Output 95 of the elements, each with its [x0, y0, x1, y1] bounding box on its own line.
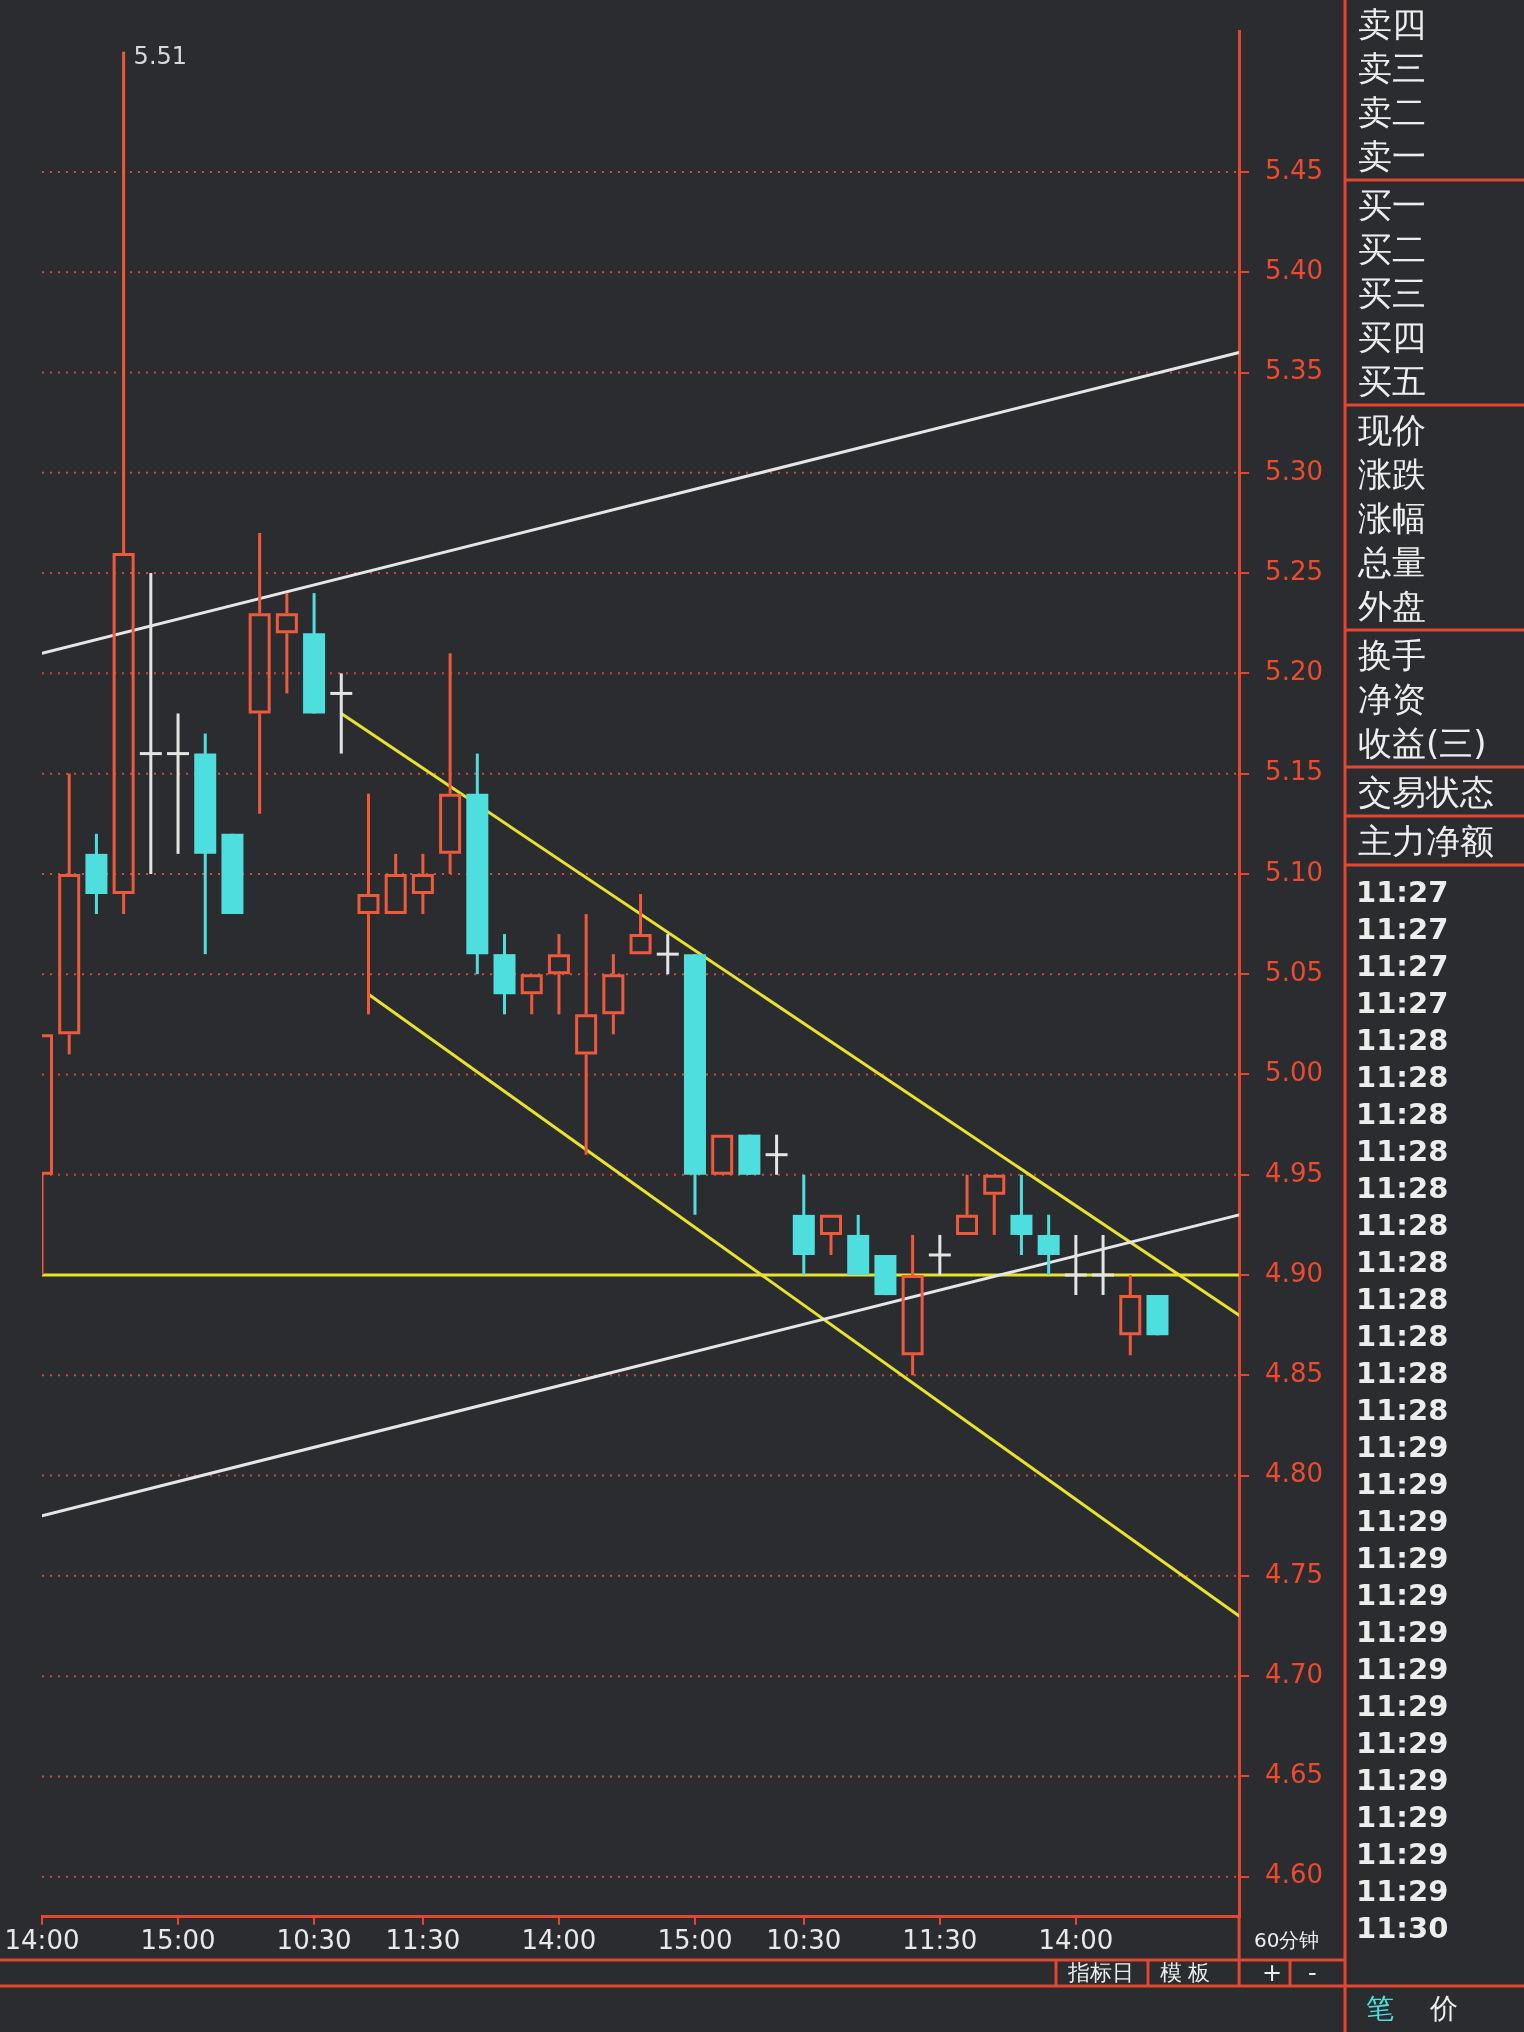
x-tick-label: 15:00: [140, 1925, 216, 1956]
text: 11:29: [1356, 1836, 1449, 1871]
text: 11:28: [1356, 1022, 1449, 1057]
text: 11:27: [1356, 948, 1449, 983]
text: 11:29: [1356, 1688, 1449, 1723]
text: 交易状态: [1358, 772, 1494, 812]
y-tick-label: 4.75: [1265, 1558, 1323, 1589]
text: 涨幅: [1358, 498, 1426, 538]
candlestick: [1010, 1174, 1033, 1255]
text: 11:28: [1356, 1096, 1449, 1131]
text: 换手: [1358, 635, 1426, 675]
y-tick-label: 5.45: [1265, 154, 1323, 185]
y-tick-label: 5.05: [1265, 956, 1323, 987]
text: 买一: [1358, 185, 1426, 225]
x-tick-label: 11:30: [902, 1925, 978, 1956]
text: 11:29: [1356, 1466, 1449, 1501]
text: 总量: [1358, 542, 1426, 582]
text: 11:29: [1356, 1651, 1449, 1686]
text: 11:28: [1356, 1355, 1449, 1390]
text: 净资: [1358, 679, 1426, 719]
text: 指标日: [1068, 1960, 1134, 1985]
text: 笔: [1366, 1992, 1394, 2025]
text: 外盘: [1358, 586, 1426, 626]
text: 11:28: [1356, 1133, 1449, 1168]
text: 11:29: [1356, 1577, 1449, 1612]
candlestick: [820, 1214, 842, 1255]
candlestick: [765, 1134, 788, 1175]
candlestick: [1063, 1234, 1087, 1296]
text: 卖二: [1358, 92, 1426, 132]
x-tick-label: 11:30: [385, 1925, 461, 1956]
y-tick-label: 4.80: [1265, 1458, 1323, 1489]
y-tick-label: 4.85: [1265, 1358, 1323, 1389]
x-tick-label: 14:00: [1038, 1925, 1114, 1956]
text: 11:28: [1356, 1318, 1449, 1353]
candlestick: [927, 1233, 951, 1276]
candlestick: [167, 713, 191, 854]
candlestick: [1119, 1275, 1142, 1356]
text: 11:27: [1356, 911, 1449, 946]
text: 卖三: [1358, 48, 1426, 88]
text: 11:29: [1356, 1540, 1449, 1575]
candlestick: [575, 914, 598, 1155]
y-tick-label: 5.40: [1265, 255, 1323, 286]
text: 11:29: [1356, 1799, 1449, 1834]
text: 11:28: [1356, 1059, 1449, 1094]
text: 11:28: [1356, 1392, 1449, 1427]
candlestick: [655, 934, 679, 976]
text: 11:29: [1356, 1614, 1449, 1649]
text: 现价: [1358, 410, 1426, 450]
text: 11:27: [1356, 874, 1449, 909]
text: -: [1308, 1959, 1317, 1987]
candlestick: [1037, 1213, 1060, 1276]
candlestick: [629, 893, 652, 955]
text: 买二: [1358, 229, 1426, 269]
y-tick-label: 5.35: [1265, 355, 1323, 386]
candlestick: [330, 673, 353, 754]
text: 11:28: [1356, 1244, 1449, 1279]
y-tick-label: 4.60: [1265, 1859, 1323, 1890]
x-tick-label: 15:00: [657, 1925, 733, 1956]
text: 11:29: [1356, 1762, 1449, 1797]
text: 11:29: [1356, 1503, 1449, 1538]
text: 价: [1430, 1992, 1458, 2025]
text: +: [1262, 1959, 1283, 1987]
text: 11:28: [1356, 1207, 1449, 1242]
text: 11:29: [1356, 1873, 1449, 1908]
text: 卖四: [1358, 4, 1426, 44]
text: 买五: [1358, 361, 1426, 401]
text: 11:29: [1356, 1429, 1449, 1464]
y-tick-label: 4.65: [1265, 1759, 1323, 1790]
text: 主力净额: [1358, 821, 1494, 861]
y-tick-label: 4.90: [1265, 1257, 1323, 1288]
text: 11:28: [1356, 1281, 1449, 1316]
y-tick-label: 5.00: [1265, 1057, 1323, 1088]
y-tick-label: 5.15: [1265, 756, 1323, 787]
y-tick-label: 4.95: [1265, 1157, 1323, 1188]
text: 买四: [1358, 317, 1426, 357]
text: 11:27: [1356, 985, 1449, 1020]
y-tick-label: 4.70: [1265, 1658, 1323, 1689]
y-tick-label: 5.20: [1265, 656, 1323, 687]
x-tick-label: 14:00: [521, 1925, 597, 1956]
text: 11:29: [1356, 1725, 1449, 1760]
text: 模板: [1160, 1960, 1216, 1985]
x-tick-label: 10:30: [766, 1925, 842, 1956]
annotation: 5.51: [133, 41, 188, 70]
candlestick: [1092, 1234, 1116, 1296]
text: 收益(三): [1358, 723, 1487, 763]
x-tick-label: 10:30: [276, 1925, 352, 1956]
text: 买三: [1358, 273, 1426, 313]
text: 卖一: [1358, 136, 1426, 176]
y-tick-label: 5.25: [1265, 555, 1323, 586]
text: 60分钟: [1254, 1928, 1320, 1952]
text: 11:28: [1356, 1170, 1449, 1205]
text: 涨跌: [1358, 454, 1426, 494]
x-tick-label: 14:00: [4, 1925, 80, 1956]
y-tick-label: 5.10: [1265, 856, 1323, 887]
y-tick-label: 5.30: [1265, 455, 1323, 486]
